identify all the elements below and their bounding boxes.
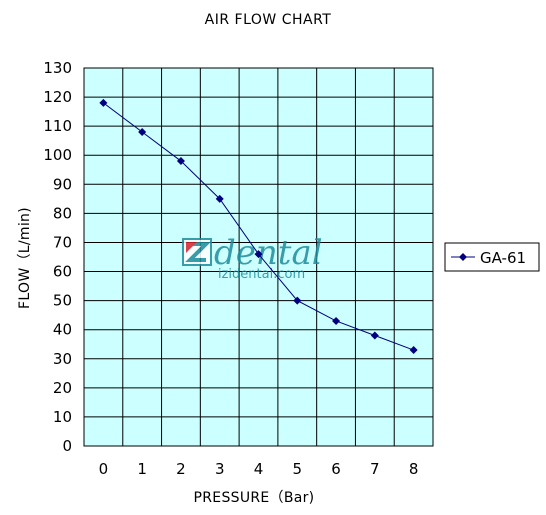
data-point [138,127,147,136]
x-tick-label: 1 [137,460,147,478]
data-point [215,194,224,203]
y-axis-ticks: 0 10 20 30 40 50 60 70 80 90 100 110 120 130 [43,59,72,455]
y-tick-label: 90 [53,175,72,193]
x-tick-label: 0 [99,460,109,478]
data-point [409,346,418,355]
legend-marker [459,253,467,261]
x-tick-label: 6 [331,460,341,478]
data-point [332,316,341,325]
y-tick-label: 50 [53,292,72,310]
y-tick-label: 10 [53,408,72,426]
y-tick-label: 30 [53,350,72,368]
y-tick-label: 60 [53,263,72,281]
x-tick-label: 3 [215,460,225,478]
watermark-logo: dental izidental.com [182,233,323,282]
y-tick-label: 20 [53,379,72,397]
watermark-url: izidental.com [218,267,305,282]
x-tick-label: 2 [176,460,186,478]
series-ga-61 [99,98,418,355]
data-point [293,296,302,305]
x-axis-ticks: 0 1 2 3 4 5 6 7 8 [99,460,419,478]
legend: GA-61 [444,242,540,272]
y-axis-label: FLOW（L/min) [17,207,33,309]
x-tick-label: 7 [370,460,380,478]
x-tick-label: 4 [254,460,264,478]
data-point [370,331,379,340]
x-tick-label: 5 [293,460,303,478]
x-axis-label: PRESSURE（Bar) [194,490,315,506]
x-tick-label: 8 [409,460,419,478]
data-point [99,98,108,107]
y-tick-label: 70 [53,233,72,251]
legend-label: GA-61 [480,249,526,267]
y-tick-label: 80 [53,204,72,222]
y-tick-label: 120 [43,88,72,106]
data-point [176,157,185,166]
y-tick-label: 130 [43,59,72,77]
y-tick-label: 110 [43,117,72,135]
y-tick-label: 0 [62,437,72,455]
data-point [254,250,263,259]
y-tick-label: 40 [53,321,72,339]
chart-title: AIR FLOW CHART [205,12,332,28]
y-tick-label: 100 [43,146,72,164]
